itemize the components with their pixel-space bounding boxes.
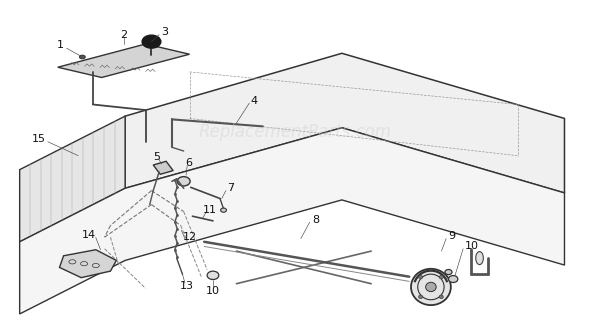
Polygon shape [19,116,125,242]
Text: 6: 6 [185,158,192,168]
Text: 15: 15 [32,134,46,144]
Ellipse shape [445,270,452,275]
Ellipse shape [439,295,443,299]
Polygon shape [153,161,173,174]
Ellipse shape [439,275,443,279]
Polygon shape [19,128,565,314]
Text: 1: 1 [57,40,64,50]
Text: 9: 9 [448,231,455,241]
Text: 12: 12 [182,232,196,242]
Text: 3: 3 [162,27,169,37]
Text: 5: 5 [153,151,160,162]
Ellipse shape [448,276,458,282]
Text: 11: 11 [203,205,217,215]
Text: 14: 14 [82,230,96,240]
Ellipse shape [418,295,422,299]
Text: 2: 2 [120,30,127,40]
Polygon shape [60,250,116,278]
Polygon shape [58,44,189,78]
Text: 8: 8 [312,215,319,225]
Text: ReplacementParts.com: ReplacementParts.com [198,123,392,142]
Ellipse shape [177,177,190,186]
Text: 13: 13 [179,281,194,291]
Ellipse shape [425,282,436,292]
Text: 7: 7 [227,183,234,193]
Ellipse shape [207,271,219,280]
Polygon shape [125,53,565,193]
Ellipse shape [418,275,422,279]
Text: 4: 4 [250,96,258,106]
Ellipse shape [476,251,483,265]
Text: 10: 10 [465,241,479,251]
Ellipse shape [80,55,86,59]
Ellipse shape [142,35,161,48]
Ellipse shape [221,208,227,212]
Ellipse shape [411,269,451,305]
Text: 10: 10 [206,286,220,296]
